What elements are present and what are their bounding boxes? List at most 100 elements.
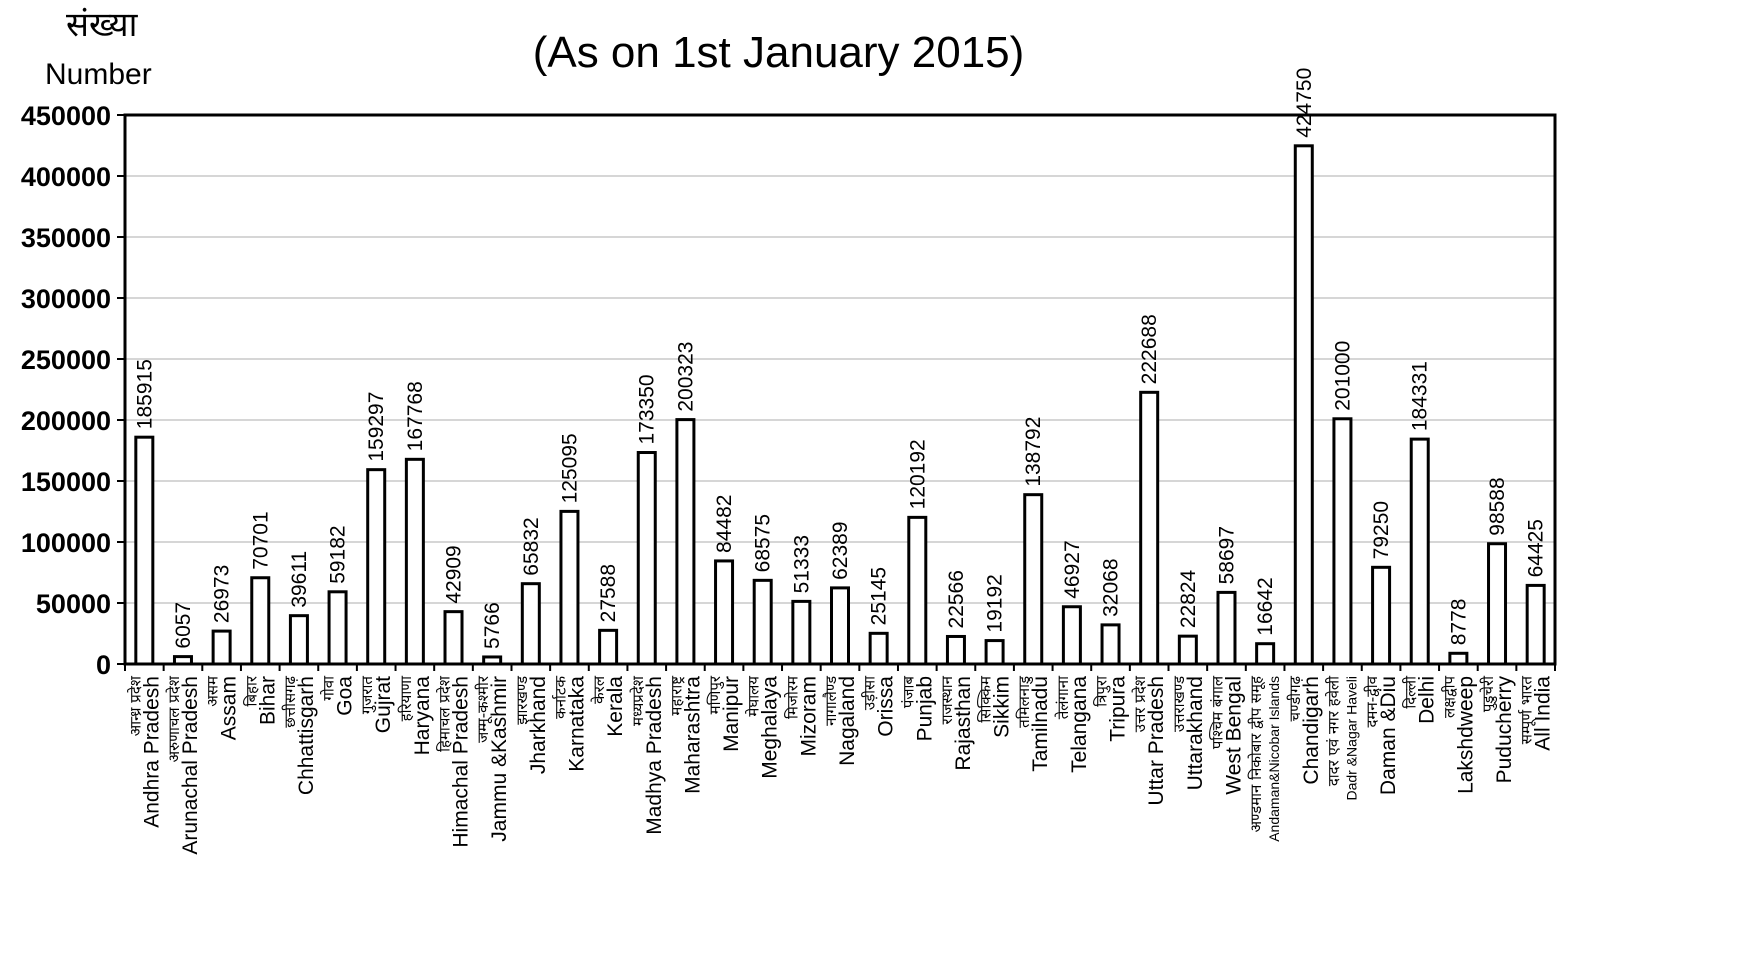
y-tick-label: 50000 [36,589,111,619]
bar [907,515,928,666]
x-label-hindi: गोवा [320,675,338,701]
x-label-hindi: आन्ध्र प्रदेश [126,675,144,736]
x-label-hindi: मणिपुर [706,675,725,714]
bar-value-label: 22824 [1177,569,1200,628]
bar-value-label: 59182 [327,525,350,583]
y-tick-label: 450000 [21,101,111,131]
x-label-english: Telangana [1068,676,1091,773]
bar [288,614,309,666]
x-label-hindi: राजस्थान [938,675,956,724]
bar [598,628,619,666]
y-tick-label: 400000 [21,162,111,192]
x-label-english: Uttar Pradesh [1145,676,1168,806]
bar-value-label: 62389 [829,521,852,579]
bar [134,435,155,666]
bar [636,451,657,666]
y-tick-label: 200000 [21,406,111,436]
x-label-english: Nagaland [836,676,859,766]
bar [1100,623,1121,666]
x-label-hindi: उड़ीसा [861,675,879,710]
x-label-english: Haryana [411,676,434,756]
x-label-english: Lakshdweep [1454,676,1477,794]
x-label-hindi: हरियाणा [397,675,415,721]
bar-value-label: 19192 [984,574,1007,632]
y-tick-label: 100000 [21,528,111,558]
bar-value-label: 46927 [1061,540,1084,598]
x-label-english: Rajasthan [952,676,975,771]
bar-value-label: 8778 [1447,599,1470,646]
bar [366,468,387,666]
x-label-hindi: झारखण्ड [513,675,531,725]
bar [1177,634,1198,666]
x-label-hindi: मध्यप्रदेश [629,675,647,726]
bar-value-label: 201000 [1331,341,1354,411]
bar-value-label: 120192 [906,439,929,509]
bar-value-label: 125095 [558,433,581,503]
y-axis-label-hindi: संख्या [66,5,138,45]
bar [1139,390,1160,666]
x-label-english: Delhi [1416,676,1439,724]
y-tick-label: 0 [96,650,111,680]
bar [714,559,735,666]
bar [830,586,850,666]
bar [520,582,541,666]
x-label-english: Himachal Pradesh [450,676,473,848]
x-label-english: Arunachal Pradesh [179,676,202,855]
bar-value-label: 22566 [945,570,968,628]
bar [945,634,966,666]
bar-value-label: 159297 [365,392,388,462]
x-label-hindi: उत्तराखण्ड [1170,675,1188,732]
bar-value-label: 184331 [1409,361,1432,431]
x-label-english: Goa [334,676,357,716]
x-label-hindi: त्रिपुरा [1093,675,1112,707]
x-label-hindi: अरुणाचल प्रदेश [165,675,183,762]
bar-value-label: 70701 [249,511,272,569]
x-label-hindi: दमन-द्वीव [1363,675,1381,727]
x-label-hindi: महाराष्ट्र [667,676,685,716]
bar-value-label: 6057 [172,602,195,649]
y-axis-label-english: Number [45,58,152,91]
x-label-english: Daman &Diu [1377,676,1400,795]
x-label-english: Orissa [875,676,898,737]
x-label-english: Sikkim [991,676,1014,738]
x-label-english: Manipur [720,676,743,752]
x-label-english: Chhattisgarh [295,676,318,795]
x-label-english: Kerala [604,676,627,737]
bar [1293,144,1314,666]
bar-value-label: 64425 [1525,519,1548,577]
x-label-hindi: लक्षद्वीप [1440,676,1458,718]
x-label-hindi: मेघालय [745,676,763,717]
bar-value-label: 26973 [211,565,234,623]
x-label-hindi: मिजोरम [783,675,801,719]
bar [984,639,1005,666]
x-label-hindi: अण्डमान निकोबार द्वीप समूह [1247,675,1266,832]
x-label-hindi: पुडुचेरी [1479,675,1498,712]
bar-value-label: 138792 [1022,417,1045,487]
x-label-english: Punjab [913,676,936,741]
bar-value-label: 32068 [1100,558,1123,616]
bar [675,418,696,666]
bar [559,509,580,666]
bar [327,590,348,666]
bar-value-label: 42909 [443,545,466,603]
bar [1409,437,1430,666]
bar [482,655,503,666]
x-label-english: Uttarakhand [1184,676,1207,790]
bar [172,655,193,666]
bar-value-label: 68575 [752,514,775,572]
bar [211,629,232,666]
x-label-hindi: तमिलनाडु [1015,675,1034,728]
bar-value-label: 5766 [481,602,504,649]
x-label-hindi: सिक्किम [977,675,995,723]
bar [1023,493,1044,666]
bar-value-label: 65832 [520,517,543,575]
x-label-english: Jammu &Kashmir [488,676,511,842]
y-tick-label: 250000 [21,345,111,375]
x-label-hindi: पंजाब [899,676,917,709]
bar-value-label: 25145 [868,567,891,625]
x-label-hindi: जम्मू-कश्मीर [474,675,493,743]
y-tick-label: 300000 [21,284,111,314]
bar [404,457,425,666]
bar [1255,642,1276,666]
